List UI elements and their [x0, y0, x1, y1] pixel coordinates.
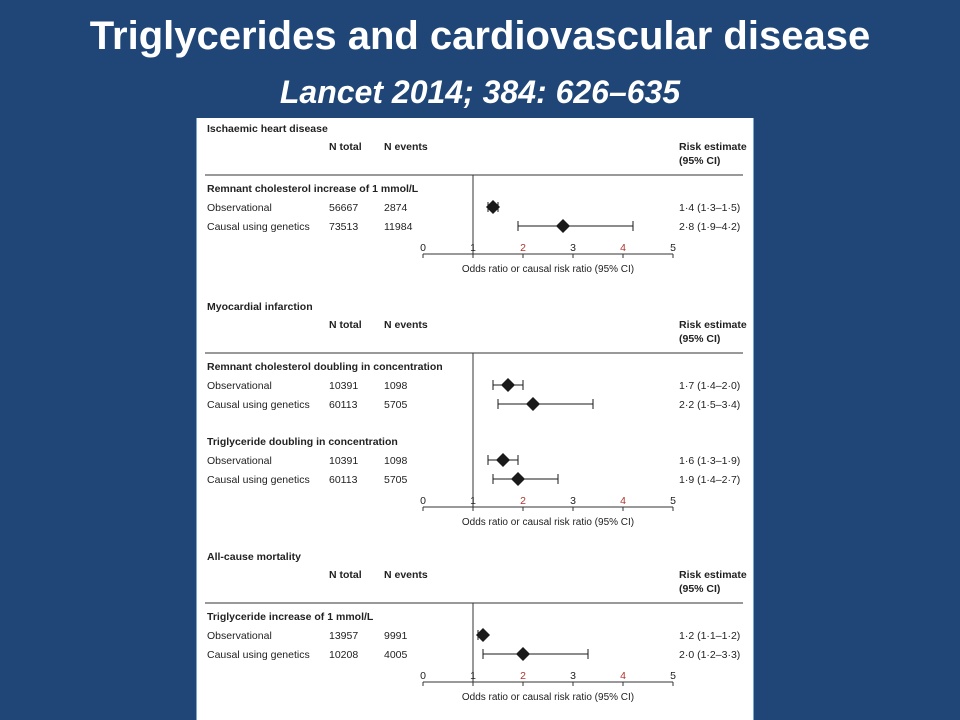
row-label: Observational: [207, 630, 272, 642]
row-n-total: 10391: [329, 455, 358, 467]
row-label: Causal using genetics: [207, 221, 310, 233]
row-n-events: 5705: [384, 399, 408, 411]
row-n-total: 56667: [329, 202, 358, 214]
row-ci-text: 1·7 (1·4–2·0): [679, 380, 740, 392]
row-n-events: 5705: [384, 474, 408, 486]
panel-title: Myocardial infarction: [207, 301, 313, 313]
panel-title: Ischaemic heart disease: [207, 123, 328, 135]
row-ci-text: 1·4 (1·3–1·5): [679, 202, 740, 214]
row-label: Causal using genetics: [207, 649, 310, 661]
x-axis-label: Odds ratio or causal risk ratio (95% CI): [462, 517, 634, 528]
header-risk-estimate: Risk estimate: [679, 319, 747, 331]
row-ci-text: 2·0 (1·2–3·3): [679, 649, 740, 661]
estimate-marker: [496, 453, 510, 467]
header-n-total: N total: [329, 141, 362, 153]
header-risk-ci: (95% CI): [679, 155, 720, 167]
row-n-events: 2874: [384, 202, 408, 214]
slide-title: Triglycerides and cardiovascular disease: [89, 14, 871, 58]
panel-title: All-cause mortality: [207, 551, 301, 563]
x-tick-label: 0: [420, 670, 426, 682]
header-risk-estimate: Risk estimate: [679, 141, 747, 153]
row-n-total: 73513: [329, 221, 358, 233]
x-tick-label: 5: [670, 242, 676, 254]
x-tick-label: 3: [570, 495, 576, 507]
group-label: Remnant cholesterol doubling in concentr…: [207, 361, 443, 373]
estimate-marker: [511, 472, 525, 486]
x-tick-label: 4: [620, 242, 626, 254]
x-tick-label: 2: [520, 242, 526, 254]
x-tick-label: 1: [470, 670, 476, 682]
row-n-total: 13957: [329, 630, 358, 642]
x-tick-label: 1: [470, 242, 476, 254]
header-risk-ci: (95% CI): [679, 333, 720, 345]
row-n-total: 60113: [329, 399, 358, 411]
header-n-total: N total: [329, 319, 362, 331]
group-label: Remnant cholesterol increase of 1 mmol/L: [207, 183, 419, 195]
row-n-events: 1098: [384, 455, 408, 467]
x-axis-label: Odds ratio or causal risk ratio (95% CI): [462, 264, 634, 275]
x-tick-label: 0: [420, 242, 426, 254]
row-n-total: 10208: [329, 649, 358, 661]
header-n-total: N total: [329, 569, 362, 581]
header-n-events: N events: [384, 319, 428, 331]
x-tick-label: 5: [670, 670, 676, 682]
x-axis-label: Odds ratio or causal risk ratio (95% CI): [462, 692, 634, 703]
x-tick-label: 0: [420, 495, 426, 507]
forest-plot-figure: Ischaemic heart disease N total N events Ri…: [196, 118, 754, 720]
x-tick-label: 3: [570, 670, 576, 682]
x-tick-label: 3: [570, 242, 576, 254]
estimate-marker: [501, 378, 515, 392]
row-n-events: 4005: [384, 649, 408, 661]
row-ci-text: 2·2 (1·5–3·4): [679, 399, 740, 411]
row-label: Observational: [207, 380, 272, 392]
row-n-total: 10391: [329, 380, 358, 392]
estimate-marker: [526, 397, 540, 411]
header-n-events: N events: [384, 141, 428, 153]
x-tick-label: 2: [520, 670, 526, 682]
estimate-marker: [516, 647, 530, 661]
row-ci-text: 2·8 (1·9–4·2): [679, 221, 740, 233]
row-label: Causal using genetics: [207, 399, 310, 411]
estimate-marker: [486, 200, 500, 214]
estimate-marker: [556, 219, 570, 233]
row-label: Observational: [207, 202, 272, 214]
row-ci-text: 1·9 (1·4–2·7): [679, 474, 740, 486]
row-ci-text: 1·6 (1·3–1·9): [679, 455, 740, 467]
row-n-events: 1098: [384, 380, 408, 392]
x-tick-label: 4: [620, 495, 626, 507]
x-tick-label: 1: [470, 495, 476, 507]
x-tick-label: 5: [670, 495, 676, 507]
estimate-marker: [476, 628, 490, 642]
header-n-events: N events: [384, 569, 428, 581]
row-label: Causal using genetics: [207, 474, 310, 486]
header-risk-ci: (95% CI): [679, 583, 720, 595]
row-n-total: 60113: [329, 474, 358, 486]
slide-subtitle: Lancet 2014; 384: 626–635: [279, 74, 681, 110]
row-ci-text: 1·2 (1·1–1·2): [679, 630, 740, 642]
x-tick-label: 2: [520, 495, 526, 507]
row-n-events: 11984: [384, 221, 413, 233]
x-tick-label: 4: [620, 670, 626, 682]
group-label: Triglyceride increase of 1 mmol/L: [207, 611, 374, 623]
row-label: Observational: [207, 455, 272, 467]
header-risk-estimate: Risk estimate: [679, 569, 747, 581]
group-label: Triglyceride doubling in concentration: [207, 436, 398, 448]
row-n-events: 9991: [384, 630, 408, 642]
